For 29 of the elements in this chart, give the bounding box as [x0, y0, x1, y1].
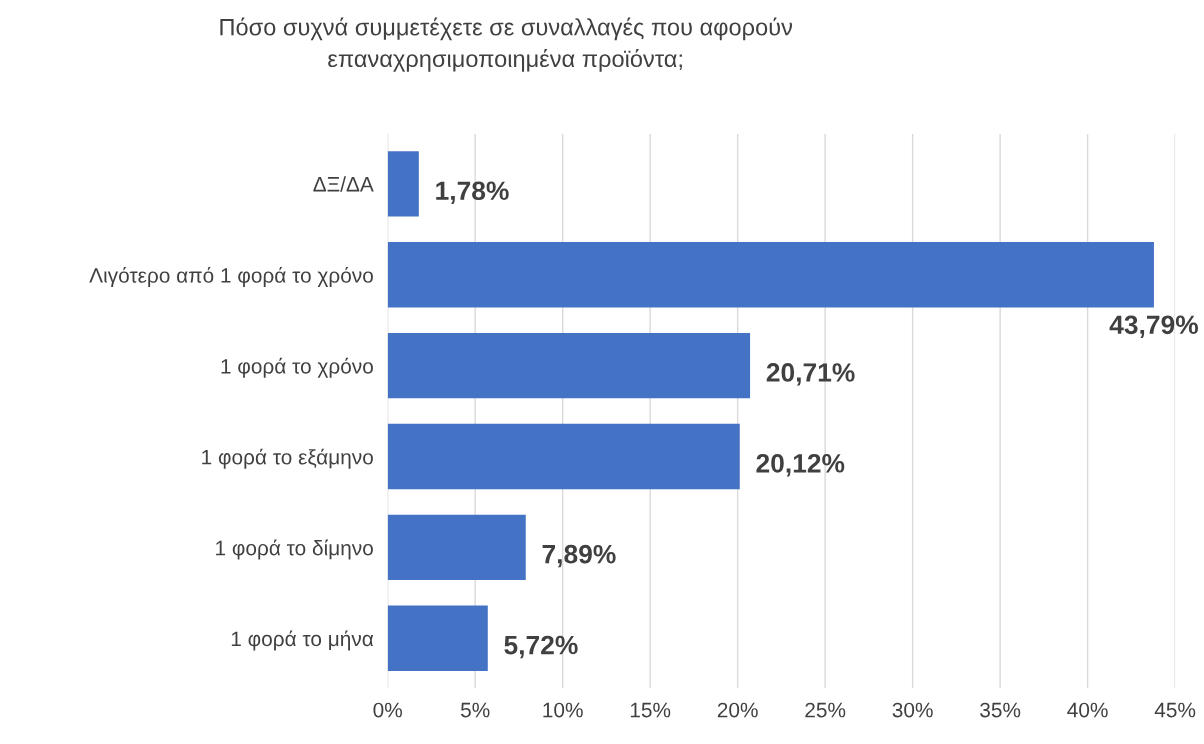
bar	[387, 151, 419, 217]
data-label: 43,79%	[1109, 315, 1198, 338]
x-tick-label: 40%	[1067, 702, 1108, 718]
y-tick-label: Λιγότερο από 1 φορά το χρόνο	[89, 266, 373, 287]
x-tick-label: 30%	[892, 702, 933, 718]
y-tick-label: 1 φορά το εξάμηνο	[202, 448, 373, 469]
bar	[387, 242, 1154, 308]
data-label: 7,89%	[542, 544, 616, 568]
bar	[387, 605, 488, 671]
x-tick-label: 20%	[717, 702, 758, 718]
data-label: 20,71%	[766, 363, 855, 386]
y-tick-label: ΔΞ/ΔΑ	[313, 176, 374, 192]
x-tick-label: 45%	[1154, 702, 1196, 718]
data-label: 1,78%	[436, 181, 509, 204]
bar	[387, 332, 751, 399]
x-tick-label: 35%	[980, 702, 1021, 718]
x-tick-label: 0%	[373, 702, 402, 718]
y-tick-label: 1 φορά το δίμηνο	[216, 539, 373, 560]
y-tick-label: 1 φορά το μήνα	[231, 630, 374, 651]
x-tick-label: 5%	[460, 702, 490, 718]
data-label: 5,72%	[504, 635, 578, 659]
chart-title: Πόσο συχνά συμμετέχετε σε συναλλαγές που αφορούν επαναχρησιμοποιημένα προϊόντα;	[220, 17, 793, 72]
x-tick-label: 15%	[630, 702, 671, 718]
bar	[387, 423, 740, 490]
data-label: 20,12%	[756, 453, 845, 477]
x-tick-label: 25%	[805, 702, 846, 718]
x-tick-label: 10%	[543, 702, 583, 718]
y-tick-label: 1 φορά το χρόνο	[221, 357, 373, 378]
bar	[387, 514, 526, 581]
